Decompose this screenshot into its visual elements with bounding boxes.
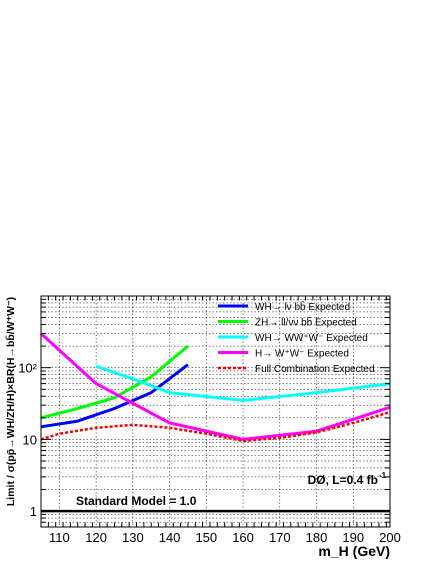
legend: WH→ lν bb̄ Expected ZH→ ll/νν bb̄ Expecte… (218, 300, 375, 375)
plot-border (40, 295, 391, 528)
series-line-3 (95, 364, 391, 402)
x-tick-label: 150 (195, 530, 217, 545)
series-line-1 (40, 363, 189, 429)
x-tick-label: 140 (159, 530, 181, 545)
y-axis-title: Limit / σ(pp̄→WH/ZH/H)×BR(H→bb̄/W⁺W⁻) (5, 297, 17, 506)
x-tick-label: 190 (342, 530, 364, 545)
legend-label-4: H→ W⁺W⁻ Expected (255, 349, 349, 360)
series-line-2 (40, 344, 189, 420)
experiment-annotation: DØ, L=0.4 fb (308, 473, 378, 487)
legend-label-2: ZH→ ll/νν bb̄ Expected (255, 316, 357, 329)
series-group (39, 332, 391, 443)
annotations: Standard Model = 1.0 DØ, L=0.4 fb -1 (76, 471, 387, 508)
tick-labels: 110 120 130 140 150 160 170 180 190 20011010²m_H … (5, 297, 401, 559)
y-tick-label: 10 (23, 432, 37, 447)
x-axis-title: m_H (GeV) (318, 543, 390, 559)
x-tick-label: 200 (379, 530, 401, 545)
x-tick-label: 110 (49, 530, 70, 545)
x-tick-label: 160 (232, 530, 254, 545)
y-tick-label: 1 (30, 504, 37, 519)
plot-frame (40, 295, 391, 528)
y-tick-label: 10² (18, 361, 37, 376)
x-tick-label: 180 (306, 530, 328, 545)
series-line-5 (40, 410, 391, 443)
x-tick-label: 170 (269, 530, 291, 545)
tick-marks (40, 295, 390, 528)
experiment-annotation-superscript: -1 (379, 471, 387, 480)
legend-label-3: WH→ WW⁺W⁻ Expected (255, 333, 368, 344)
x-tick-label: 130 (122, 530, 144, 545)
reference-label: Standard Model = 1.0 (76, 494, 197, 508)
series-line-4 (39, 332, 391, 441)
x-tick-label: 120 (85, 530, 107, 545)
legend-label-1: WH→ lν bb̄ Expected (255, 300, 350, 313)
legend-label-5: Full Combination Expected (255, 364, 375, 375)
